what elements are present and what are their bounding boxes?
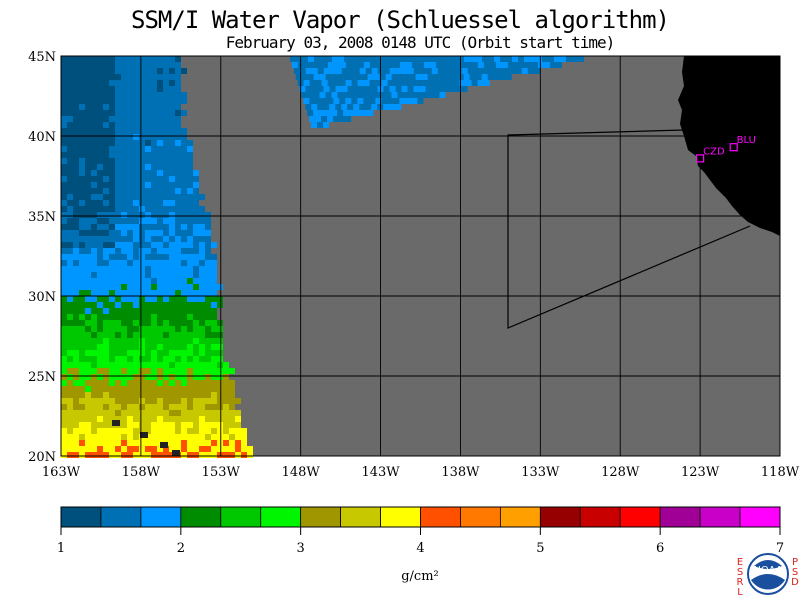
colorbar-tick-label: 3 [297,541,305,556]
lon-tick-label: 138W [441,465,480,480]
colorbar-tick-label: 7 [776,541,784,556]
axis-tick-labels: 163W 158W 153W 148W 143W 138W 133W 128W 123W 118W… [28,50,800,480]
colorbar-tick-label: 4 [416,541,424,556]
colorbar-tick-label: 2 [177,541,185,556]
lon-tick-label: 153W [202,465,241,480]
colorbar-swatch [659,506,701,528]
colorbar-swatch [739,506,781,528]
logo-text: NOAA [753,565,782,576]
station-label: CZD [703,146,725,157]
lat-tick-label: 30N [28,290,56,305]
station-czd: CZD [696,146,725,163]
lon-tick-label: 158W [122,465,161,480]
flight-track-line [507,129,751,329]
map-frame [60,55,781,457]
station-blu: BLU [729,135,756,152]
colorbar-unit-label: g/cm² [401,569,439,584]
colorbar-swatch [420,506,461,528]
colorbar-tick-label: 6 [656,541,664,556]
colorbar-swatch [619,506,661,528]
colorbar-swatch [140,506,182,528]
map-panel: CZD BLU [60,55,781,458]
lon-tick-label: 163W [42,465,81,480]
colorbar-tick-label: 5 [536,541,544,556]
lon-tick-label: 143W [361,465,400,480]
colorbar-swatch [499,506,541,528]
station-label: BLU [737,135,756,146]
colorbar: 1 2 3 4 5 6 7 [57,506,784,556]
lon-tick-label: 118W [761,465,800,480]
map-subtitle: February 03, 2008 0148 UTC (Orbit start … [225,33,615,52]
lon-tick-label: 123W [681,465,720,480]
colorbar-swatch [260,506,302,528]
colorbar-swatch [539,506,581,528]
colorbar-swatch [220,506,262,528]
colorbar-swatch [60,506,102,528]
logo-side-letter: S [792,567,798,578]
colorbar-swatch [579,506,621,528]
logo-side-letter: D [791,577,799,588]
lat-lon-grid [61,56,780,456]
lat-tick-label: 35N [28,210,56,225]
lon-tick-label: 148W [282,465,321,480]
colorbar-swatch [380,506,421,528]
colorbar-swatch [460,506,501,528]
lat-tick-label: 45N [28,50,56,65]
colorbar-swatch [100,506,142,528]
colorbar-swatch [340,506,381,528]
lat-tick-label: 20N [28,450,56,465]
logo-side-letter: E [737,557,743,568]
logo-side-letter: R [737,577,744,588]
logo-side-letter: S [737,567,743,578]
lon-tick-label: 128W [601,465,640,480]
station-markers: CZD BLU [696,135,756,163]
land-mask [678,56,780,236]
colorbar-swatch [300,506,342,528]
water-vapor-swath [61,56,584,458]
map-title: SSM/I Water Vapor (Schluessel algorithm) [131,6,670,34]
colorbar-swatch [699,506,741,528]
colorbar-swatch [180,506,222,528]
colorbar-tick-label: 1 [57,541,65,556]
logo-side-letter: P [792,557,798,568]
lon-tick-label: 133W [521,465,560,480]
lat-tick-label: 40N [28,130,56,145]
lat-tick-label: 25N [28,370,56,385]
logo-side-letter: L [737,587,743,598]
